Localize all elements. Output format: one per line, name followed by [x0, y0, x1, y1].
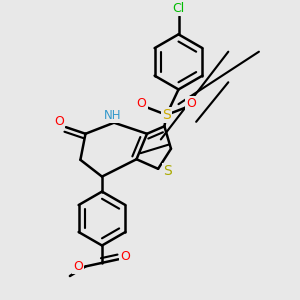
Text: O: O	[187, 97, 196, 110]
Text: S: S	[162, 108, 171, 122]
Text: NH: NH	[104, 109, 121, 122]
Text: Cl: Cl	[172, 2, 184, 15]
Text: O: O	[137, 97, 146, 110]
Text: O: O	[120, 250, 130, 263]
Text: O: O	[73, 260, 82, 273]
Text: S: S	[163, 164, 172, 178]
Text: O: O	[55, 115, 64, 128]
